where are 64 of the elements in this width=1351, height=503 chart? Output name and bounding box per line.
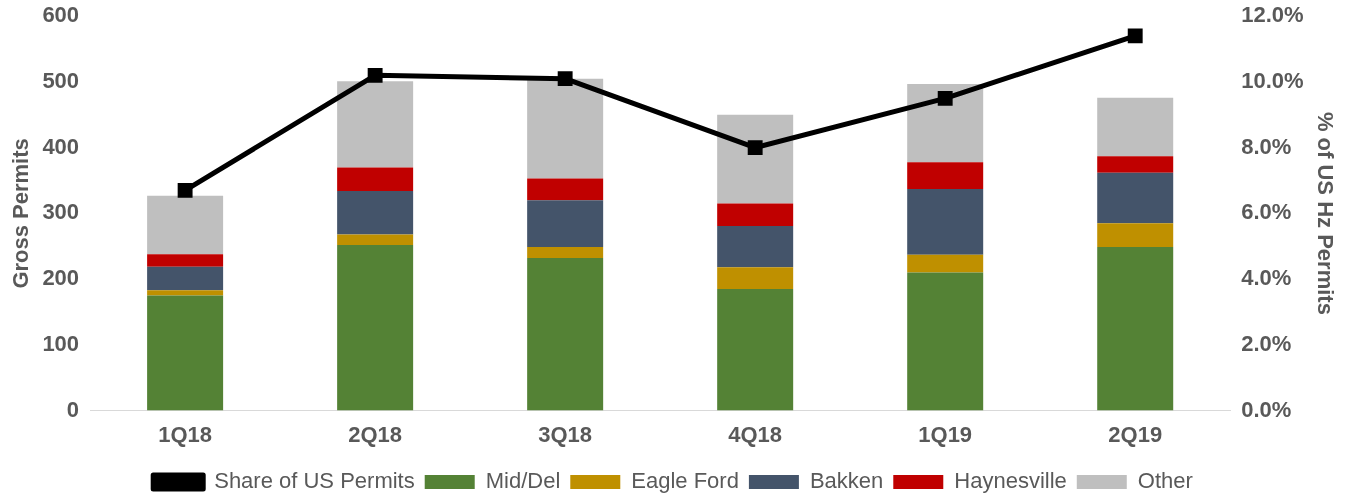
y2-axis-title: % of US Hz Permits: [1312, 111, 1338, 315]
y2-tick-label: 6.0%: [1241, 199, 1292, 225]
y-axis-title: Gross Permits: [8, 138, 34, 289]
bar: [337, 167, 414, 192]
bar: [337, 81, 414, 168]
bar: [1097, 223, 1174, 247]
bar: [717, 203, 794, 226]
legend-label: Bakken: [809, 468, 884, 494]
x-tick-label: 2Q19: [1108, 421, 1163, 447]
bar: [337, 191, 414, 235]
bar: [527, 258, 604, 411]
y-tick-label: 200: [42, 265, 80, 291]
bar: [337, 244, 414, 411]
y-tick-label: 100: [42, 330, 80, 356]
legend-label: Haynesville: [954, 468, 1067, 494]
bar: [717, 267, 794, 289]
bar: [717, 288, 794, 411]
point: [1127, 28, 1143, 44]
bar: [147, 295, 224, 411]
y-tick-label: 0: [66, 396, 80, 422]
legend-label: Share of US Permits: [214, 468, 415, 494]
point: [367, 67, 383, 83]
point: [937, 90, 953, 106]
bar: [717, 114, 794, 204]
y-tick-label: 400: [42, 133, 80, 159]
bar: [907, 83, 984, 163]
bar: [147, 266, 224, 291]
bar: [907, 162, 984, 190]
bar: [907, 254, 984, 273]
legend-label: Mid/Del: [485, 468, 561, 494]
legend-label: Eagle Ford: [631, 468, 739, 494]
y2-tick-label: 4.0%: [1241, 265, 1292, 291]
bar: [147, 254, 224, 267]
bar: [907, 272, 984, 411]
point: [747, 140, 763, 156]
y2-tick-label: 12.0%: [1241, 2, 1304, 28]
bar: [527, 78, 604, 179]
x-tick-label: 3Q18: [538, 421, 593, 447]
legend-label: Other: [1137, 468, 1193, 494]
y-tick-label: 300: [42, 199, 80, 225]
bar: [147, 195, 224, 255]
bar: [1097, 246, 1174, 411]
bar: [1097, 172, 1174, 224]
x-tick-label: 4Q18: [728, 421, 783, 447]
y-tick-label: 500: [42, 68, 80, 93]
bar: [147, 290, 224, 296]
bar: [527, 200, 604, 247]
x-tick-label: 2Q18: [348, 421, 403, 447]
bar: [527, 178, 604, 201]
bar: [527, 246, 604, 259]
y2-tick-label: 8.0%: [1241, 133, 1292, 159]
bar: [1097, 156, 1174, 173]
x-tick-label: 1Q18: [158, 421, 213, 447]
bar: [337, 234, 414, 245]
bar: [907, 189, 984, 255]
bar: [717, 225, 794, 268]
y-tick-label: 600: [42, 2, 80, 28]
y2-tick-label: 2.0%: [1241, 330, 1292, 356]
x-tick-label: 1Q19: [918, 421, 973, 447]
y2-tick-label: 10.0%: [1241, 68, 1304, 93]
y2-tick-label: 0.0%: [1241, 396, 1292, 422]
point: [177, 182, 193, 198]
bar: [1097, 97, 1174, 157]
point: [557, 71, 573, 87]
